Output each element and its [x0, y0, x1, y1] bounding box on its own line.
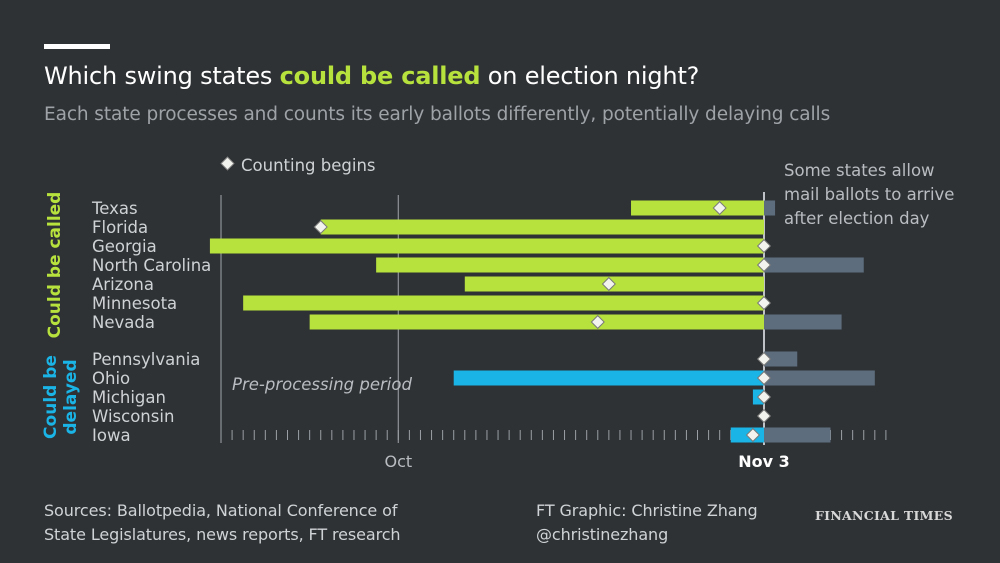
sources-line: State Legislatures, news reports, FT res…	[44, 525, 401, 544]
credit-line: FT Graphic: Christine Zhang	[536, 501, 758, 520]
title-part: Which swing states	[44, 62, 280, 90]
post-election-bar	[764, 351, 798, 367]
counting-begins-marker	[313, 219, 328, 235]
counting-begins-marker	[756, 351, 772, 367]
state-label: Georgia	[92, 237, 157, 256]
legend: Counting begins	[220, 156, 376, 175]
credit-note: FT Graphic: Christine Zhang @christinezh…	[536, 499, 796, 547]
counting-begins-marker	[712, 200, 727, 216]
counting-begins-marker	[756, 408, 772, 424]
post-election-bar	[764, 257, 864, 273]
credit-line: @christinezhang	[536, 525, 669, 544]
pre-processing-bar	[320, 219, 764, 235]
state-label: Michigan	[92, 388, 166, 407]
title-part: on election night?	[480, 62, 700, 90]
post-election-bar	[764, 314, 842, 330]
group-label-line: delayed	[61, 359, 81, 434]
state-label: Wisconsin	[92, 407, 174, 426]
pre-processing-bar	[309, 314, 764, 330]
counting-begins-marker	[756, 295, 772, 311]
counting-begins-marker	[756, 370, 772, 386]
x-tick-label: Nov 3	[738, 452, 790, 471]
annotation-line: Some states allow	[784, 161, 935, 180]
pre-processing-bar	[376, 257, 764, 273]
pre-processing-bar	[243, 295, 764, 311]
state-label: Ohio	[92, 369, 130, 388]
state-label: Florida	[92, 218, 148, 237]
group-label: Could be called	[45, 192, 65, 339]
pre-processing-bar	[631, 200, 764, 216]
post-election-bar	[764, 200, 776, 216]
x-tick-label: Oct	[384, 452, 412, 471]
publisher-logo: FINANCIAL TIMES	[815, 508, 953, 523]
state-label: Minnesota	[92, 294, 177, 313]
state-label: North Carolina	[92, 256, 211, 275]
counting-begins-marker	[745, 427, 760, 443]
sources-note: Sources: Ballotpedia, National Conferenc…	[44, 499, 464, 547]
counting-begins-marker	[756, 257, 772, 273]
state-label: Pennsylvania	[92, 350, 200, 369]
pre-processing-bar	[453, 370, 764, 386]
counting-begins-marker	[756, 238, 772, 254]
counting-begins-marker	[590, 314, 605, 330]
post-election-bar	[764, 370, 875, 386]
annotation-line: mail ballots to arrive	[784, 185, 954, 204]
state-label: Texas	[91, 199, 138, 218]
group-label: Could bedelayed	[41, 355, 81, 439]
pre-processing-annotation: Pre-processing period	[232, 375, 412, 394]
counting-begins-marker	[601, 276, 616, 292]
chart-subtitle: Each state processes and counts its earl…	[44, 104, 831, 125]
state-label: Arizona	[92, 275, 154, 294]
sources-line: Sources: Ballotpedia, National Conferenc…	[44, 501, 398, 520]
title-accent-bar	[44, 44, 110, 49]
counting-begins-legend-marker	[220, 156, 235, 171]
post-election-bar	[764, 427, 831, 443]
post-election-annotation: Some states allow mail ballots to arrive a…	[784, 161, 954, 228]
group-label-line: Could be	[41, 355, 61, 439]
pre-processing-bar	[209, 238, 765, 254]
chart-title: Which swing states could be called on el…	[44, 62, 699, 90]
legend-label: Counting begins	[241, 156, 376, 175]
state-label: Iowa	[92, 426, 131, 445]
state-label: Nevada	[92, 313, 155, 332]
annotation-line: after election day	[784, 209, 930, 228]
title-highlight: could be called	[279, 62, 481, 90]
counting-begins-marker	[756, 389, 772, 405]
